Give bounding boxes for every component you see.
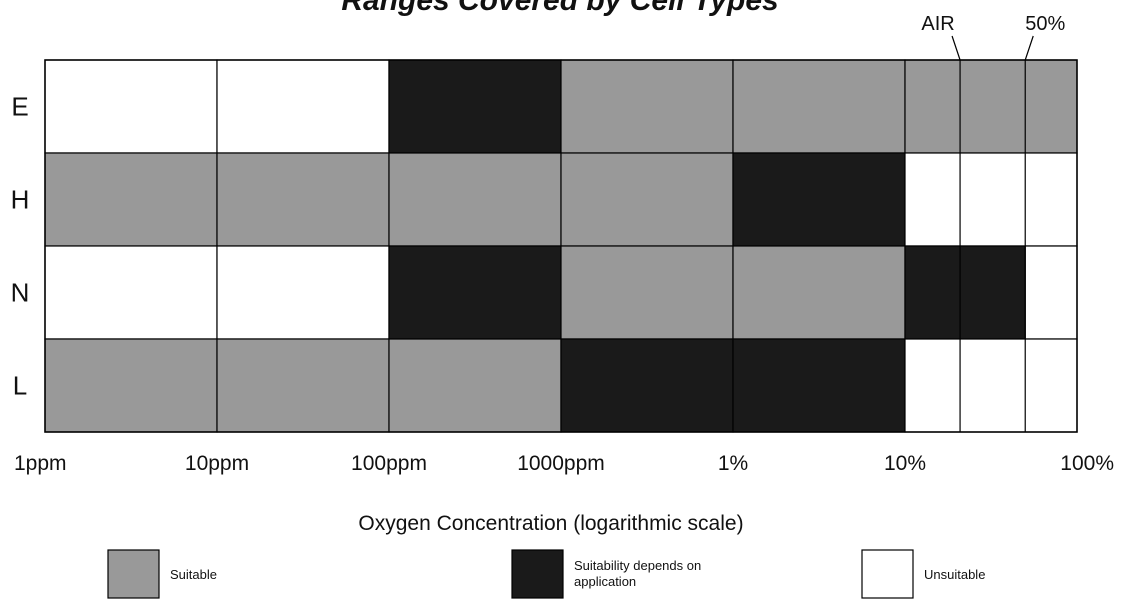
row-label-n: N bbox=[11, 278, 30, 308]
cell-n-depends bbox=[904, 245, 1026, 340]
cell-n-suitable bbox=[732, 245, 906, 340]
x-tick-label: 100ppm bbox=[351, 452, 427, 475]
legend-item-suitable: Suitable bbox=[107, 549, 217, 599]
x-tick-label: 100% bbox=[1060, 452, 1114, 475]
cell-n-depends bbox=[388, 245, 562, 340]
marker-fifty-percent: 50% bbox=[1024, 13, 1065, 432]
cell-h-suitable bbox=[44, 152, 218, 247]
cell-l-unsuitable bbox=[904, 338, 1078, 433]
x-tick-label: 1000ppm bbox=[517, 452, 605, 475]
cell-l-suitable bbox=[388, 338, 562, 433]
cell-h-suitable bbox=[560, 152, 734, 247]
chart-title: Ranges Covered by Cell Types bbox=[341, 0, 778, 17]
legend-swatch bbox=[511, 549, 564, 599]
marker-label: 50% bbox=[1025, 13, 1065, 35]
legend-swatch bbox=[107, 549, 160, 599]
cell-e-depends bbox=[388, 59, 562, 154]
x-tick-label: 1% bbox=[718, 452, 748, 475]
row-label-l: L bbox=[13, 371, 27, 401]
legend: Suitable Suitability depends onapplicatio… bbox=[107, 549, 985, 599]
cell-l-depends bbox=[732, 338, 906, 433]
cell-e-suitable bbox=[560, 59, 734, 154]
cell-l-suitable bbox=[216, 338, 390, 433]
cell-n-suitable bbox=[560, 245, 734, 340]
row-labels: E H N L bbox=[11, 92, 30, 401]
marker-air: AIR bbox=[921, 13, 961, 432]
marker-leader bbox=[1024, 35, 1034, 61]
legend-label: Unsuitable bbox=[924, 567, 985, 582]
plot-border bbox=[44, 59, 1078, 433]
cell-l-depends bbox=[560, 338, 734, 433]
cell-n-unsuitable bbox=[44, 245, 218, 340]
legend-swatch bbox=[861, 549, 914, 599]
cell-grid bbox=[44, 59, 1078, 433]
cell-e-suitable bbox=[732, 59, 906, 154]
x-tick-label: 10ppm bbox=[185, 452, 249, 475]
legend-label: Suitable bbox=[170, 567, 217, 582]
cell-e-unsuitable bbox=[44, 59, 218, 154]
cell-n-unsuitable bbox=[216, 245, 390, 340]
row-label-h: H bbox=[11, 185, 30, 215]
legend-label: application bbox=[574, 574, 636, 589]
marker-leader bbox=[951, 35, 961, 61]
x-tick-label: 10% bbox=[884, 452, 926, 475]
legend-label: Suitability depends on bbox=[574, 558, 701, 573]
legend-item-unsuitable: Unsuitable bbox=[861, 549, 985, 599]
marker-label: AIR bbox=[921, 13, 954, 35]
cell-h-unsuitable bbox=[904, 152, 1078, 247]
cell-e-suitable bbox=[904, 59, 1078, 154]
cell-h-suitable bbox=[216, 152, 390, 247]
x-tick-labels: 1ppm 10ppm 100ppm 1000ppm 1% 10% 100% bbox=[14, 452, 1114, 475]
cell-n-unsuitable bbox=[1024, 245, 1078, 340]
cell-h-depends bbox=[732, 152, 906, 247]
x-tick-label: 1ppm bbox=[14, 452, 67, 475]
cell-e-unsuitable bbox=[216, 59, 390, 154]
x-axis-title: Oxygen Concentration (logarithmic scale) bbox=[358, 512, 743, 535]
chart-frame bbox=[44, 59, 1078, 433]
concentration-markers: AIR 50% bbox=[921, 13, 1065, 432]
cell-h-suitable bbox=[388, 152, 562, 247]
row-label-e: E bbox=[11, 92, 28, 122]
cell-l-suitable bbox=[44, 338, 218, 433]
